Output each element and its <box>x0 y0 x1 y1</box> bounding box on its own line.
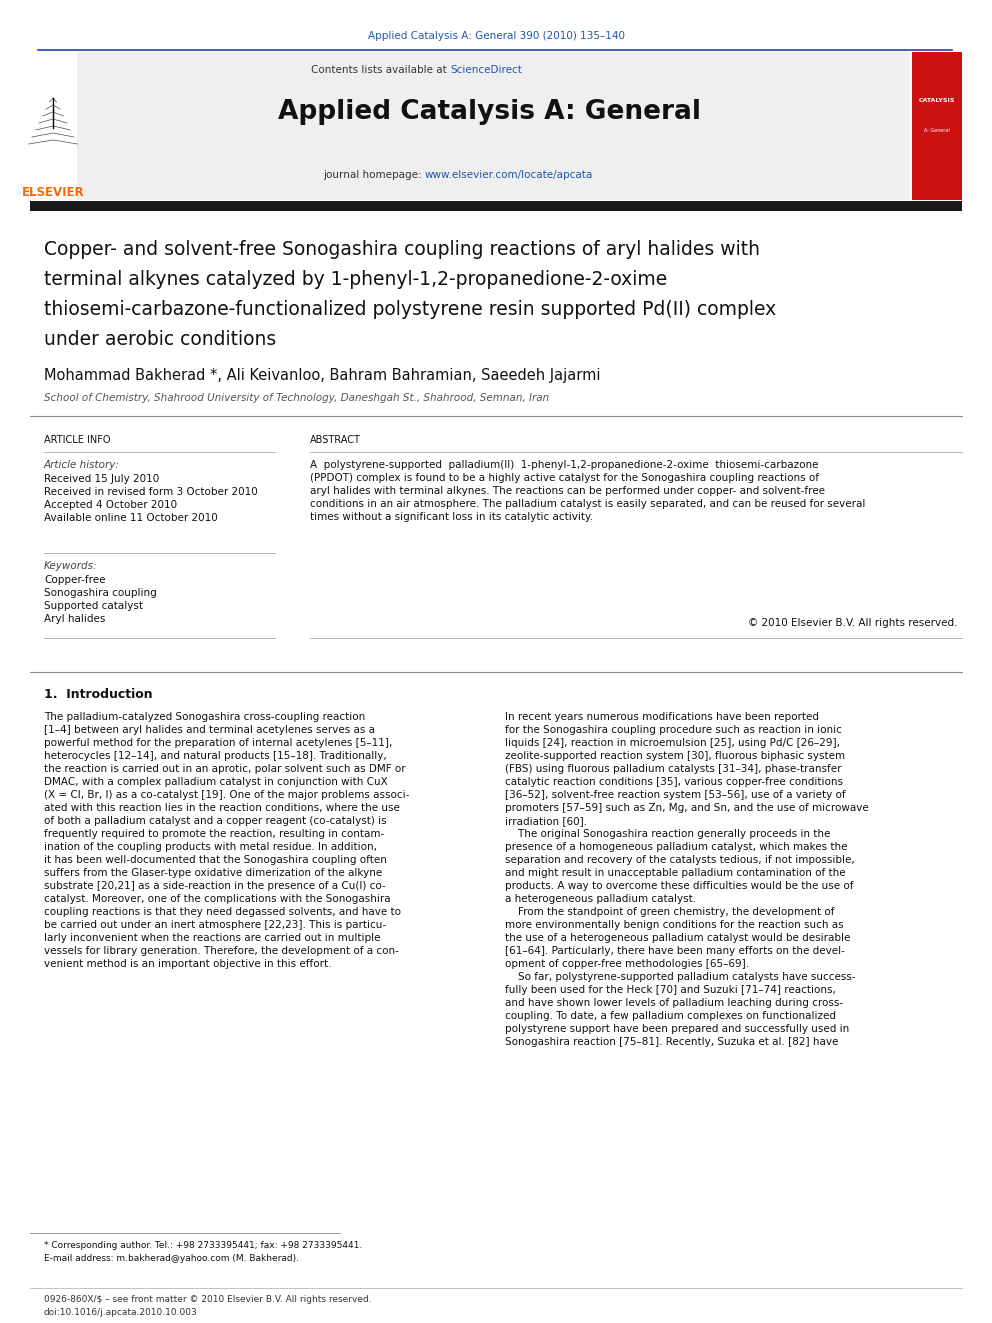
Text: irradiation [60].: irradiation [60]. <box>505 816 587 826</box>
Text: Contents lists available at: Contents lists available at <box>311 65 450 75</box>
Text: conditions in an air atmosphere. The palladium catalyst is easily separated, and: conditions in an air atmosphere. The pal… <box>310 499 865 509</box>
Text: fully been used for the Heck [70] and Suzuki [71–74] reactions,: fully been used for the Heck [70] and Su… <box>505 986 836 995</box>
Text: be carried out under an inert atmosphere [22,23]. This is particu-: be carried out under an inert atmosphere… <box>44 919 386 930</box>
Text: Supported catalyst: Supported catalyst <box>44 601 143 611</box>
Text: ScienceDirect: ScienceDirect <box>450 65 522 75</box>
Text: times without a significant loss in its catalytic activity.: times without a significant loss in its … <box>310 512 593 523</box>
Text: Received in revised form 3 October 2010: Received in revised form 3 October 2010 <box>44 487 258 497</box>
Text: more environmentally benign conditions for the reaction such as: more environmentally benign conditions f… <box>505 919 843 930</box>
Text: ABSTRACT: ABSTRACT <box>310 435 361 445</box>
Text: [36–52], solvent-free reaction system [53–56], use of a variety of: [36–52], solvent-free reaction system [5… <box>505 790 845 800</box>
Text: DMAC, with a complex palladium catalyst in conjunction with CuX: DMAC, with a complex palladium catalyst … <box>44 777 388 787</box>
Bar <box>30 52 77 200</box>
Text: for the Sonogashira coupling procedure such as reaction in ionic: for the Sonogashira coupling procedure s… <box>505 725 842 736</box>
Text: In recent years numerous modifications have been reported: In recent years numerous modifications h… <box>505 712 819 722</box>
Text: Aryl halides: Aryl halides <box>44 614 105 624</box>
Text: ination of the coupling products with metal residue. In addition,: ination of the coupling products with me… <box>44 841 377 852</box>
Text: Applied Catalysis A: General: Applied Catalysis A: General <box>279 99 701 124</box>
Text: From the standpoint of green chemistry, the development of: From the standpoint of green chemistry, … <box>505 908 834 917</box>
Text: suffers from the Glaser-type oxidative dimerization of the alkyne: suffers from the Glaser-type oxidative d… <box>44 868 382 878</box>
Text: the reaction is carried out in an aprotic, polar solvent such as DMF or: the reaction is carried out in an aproti… <box>44 763 406 774</box>
Text: coupling. To date, a few palladium complexes on functionalized: coupling. To date, a few palladium compl… <box>505 1011 836 1021</box>
Text: Keywords:: Keywords: <box>44 561 97 572</box>
Text: ELSEVIER: ELSEVIER <box>22 187 84 200</box>
Text: Copper- and solvent-free Sonogashira coupling reactions of aryl halides with: Copper- and solvent-free Sonogashira cou… <box>44 239 760 259</box>
Text: vessels for library generation. Therefore, the development of a con-: vessels for library generation. Therefor… <box>44 946 399 957</box>
Text: [1–4] between aryl halides and terminal acetylenes serves as a: [1–4] between aryl halides and terminal … <box>44 725 375 736</box>
Text: School of Chemistry, Shahrood University of Technology, Daneshgah St., Shahrood,: School of Chemistry, Shahrood University… <box>44 393 550 404</box>
Text: 0926-860X/$ – see front matter © 2010 Elsevier B.V. All rights reserved.: 0926-860X/$ – see front matter © 2010 El… <box>44 1295 372 1304</box>
Text: frequently required to promote the reaction, resulting in contam-: frequently required to promote the react… <box>44 830 384 839</box>
Text: powerful method for the preparation of internal acetylenes [5–11],: powerful method for the preparation of i… <box>44 738 393 747</box>
Text: Mohammad Bakherad *, Ali Keivanloo, Bahram Bahramian, Saeedeh Jajarmi: Mohammad Bakherad *, Ali Keivanloo, Bahr… <box>44 368 600 382</box>
Text: Received 15 July 2010: Received 15 July 2010 <box>44 474 160 484</box>
Text: of both a palladium catalyst and a copper reagent (co-catalyst) is: of both a palladium catalyst and a coppe… <box>44 816 387 826</box>
Text: Sonogashira coupling: Sonogashira coupling <box>44 587 157 598</box>
Text: ARTICLE INFO: ARTICLE INFO <box>44 435 110 445</box>
Text: Sonogashira reaction [75–81]. Recently, Suzuka et al. [82] have: Sonogashira reaction [75–81]. Recently, … <box>505 1037 838 1046</box>
Text: coupling reactions is that they need degassed solvents, and have to: coupling reactions is that they need deg… <box>44 908 401 917</box>
Text: © 2010 Elsevier B.V. All rights reserved.: © 2010 Elsevier B.V. All rights reserved… <box>748 618 957 628</box>
Text: (X = Cl, Br, I) as a co-catalyst [19]. One of the major problems associ-: (X = Cl, Br, I) as a co-catalyst [19]. O… <box>44 790 410 800</box>
Text: opment of copper-free methodologies [65–69].: opment of copper-free methodologies [65–… <box>505 959 749 968</box>
Text: catalytic reaction conditions [35], various copper-free conditions: catalytic reaction conditions [35], vari… <box>505 777 843 787</box>
Text: A: General: A: General <box>925 127 950 132</box>
Text: 1.  Introduction: 1. Introduction <box>44 688 153 701</box>
Text: CATALYSIS: CATALYSIS <box>919 98 955 102</box>
Text: products. A way to overcome these difficulties would be the use of: products. A way to overcome these diffic… <box>505 881 853 890</box>
Text: separation and recovery of the catalysts tedious, if not impossible,: separation and recovery of the catalysts… <box>505 855 855 865</box>
Bar <box>912 52 962 200</box>
Text: under aerobic conditions: under aerobic conditions <box>44 329 276 349</box>
Text: (PPDOT) complex is found to be a highly active catalyst for the Sonogashira coup: (PPDOT) complex is found to be a highly … <box>310 474 819 483</box>
Text: E-mail address: m.bakherad@yahoo.com (M. Bakherad).: E-mail address: m.bakherad@yahoo.com (M.… <box>44 1254 299 1263</box>
Bar <box>75 52 910 200</box>
Text: Copper-free: Copper-free <box>44 576 105 585</box>
Text: www.elsevier.com/locate/apcata: www.elsevier.com/locate/apcata <box>425 169 593 180</box>
Text: Applied Catalysis A: General 390 (2010) 135–140: Applied Catalysis A: General 390 (2010) … <box>367 30 625 41</box>
Text: thiosemi-carbazone-functionalized polystyrene resin supported Pd(II) complex: thiosemi-carbazone-functionalized polyst… <box>44 300 777 319</box>
Text: Article history:: Article history: <box>44 460 120 470</box>
Text: liquids [24], reaction in microemulsion [25], using Pd/C [26–29],: liquids [24], reaction in microemulsion … <box>505 738 840 747</box>
Text: venient method is an important objective in this effort.: venient method is an important objective… <box>44 959 331 968</box>
Text: [61–64]. Particularly, there have been many efforts on the devel-: [61–64]. Particularly, there have been m… <box>505 946 845 957</box>
Text: The original Sonogashira reaction generally proceeds in the: The original Sonogashira reaction genera… <box>505 830 830 839</box>
Text: aryl halides with terminal alkynes. The reactions can be performed under copper-: aryl halides with terminal alkynes. The … <box>310 486 825 496</box>
Text: ated with this reaction lies in the reaction conditions, where the use: ated with this reaction lies in the reac… <box>44 803 400 814</box>
Text: larly inconvenient when the reactions are carried out in multiple: larly inconvenient when the reactions ar… <box>44 933 381 943</box>
Text: The palladium-catalyzed Sonogashira cross-coupling reaction: The palladium-catalyzed Sonogashira cros… <box>44 712 365 722</box>
Text: zeolite-supported reaction system [30], fluorous biphasic system: zeolite-supported reaction system [30], … <box>505 751 845 761</box>
Text: it has been well-documented that the Sonogashira coupling often: it has been well-documented that the Son… <box>44 855 387 865</box>
Text: catalyst. Moreover, one of the complications with the Sonogashira: catalyst. Moreover, one of the complicat… <box>44 894 391 904</box>
Text: presence of a homogeneous palladium catalyst, which makes the: presence of a homogeneous palladium cata… <box>505 841 847 852</box>
Text: Available online 11 October 2010: Available online 11 October 2010 <box>44 513 218 523</box>
Text: terminal alkynes catalyzed by 1-phenyl-1,2-propanedione-2-oxime: terminal alkynes catalyzed by 1-phenyl-1… <box>44 270 668 288</box>
Text: So far, polystyrene-supported palladium catalysts have success-: So far, polystyrene-supported palladium … <box>505 972 856 982</box>
Text: the use of a heterogeneous palladium catalyst would be desirable: the use of a heterogeneous palladium cat… <box>505 933 850 943</box>
Text: * Corresponding author. Tel.: +98 2733395441; fax: +98 2733395441.: * Corresponding author. Tel.: +98 273339… <box>44 1241 362 1250</box>
Text: substrate [20,21] as a side-reaction in the presence of a Cu(I) co-: substrate [20,21] as a side-reaction in … <box>44 881 386 890</box>
Text: (FBS) using fluorous palladium catalysts [31–34], phase-transfer: (FBS) using fluorous palladium catalysts… <box>505 763 841 774</box>
Text: A  polystyrene-supported  palladium(II)  1-phenyl-1,2-propanedione-2-oxime  thio: A polystyrene-supported palladium(II) 1-… <box>310 460 818 470</box>
Text: heterocycles [12–14], and natural products [15–18]. Traditionally,: heterocycles [12–14], and natural produc… <box>44 751 387 761</box>
Bar <box>30 201 962 210</box>
Text: doi:10.1016/j.apcata.2010.10.003: doi:10.1016/j.apcata.2010.10.003 <box>44 1308 197 1316</box>
Text: promoters [57–59] such as Zn, Mg, and Sn, and the use of microwave: promoters [57–59] such as Zn, Mg, and Sn… <box>505 803 869 814</box>
Text: and have shown lower levels of palladium leaching during cross-: and have shown lower levels of palladium… <box>505 998 843 1008</box>
Text: journal homepage:: journal homepage: <box>323 169 425 180</box>
Text: Accepted 4 October 2010: Accepted 4 October 2010 <box>44 500 178 509</box>
Text: and might result in unacceptable palladium contamination of the: and might result in unacceptable palladi… <box>505 868 845 878</box>
Text: a heterogeneous palladium catalyst.: a heterogeneous palladium catalyst. <box>505 894 696 904</box>
Text: polystyrene support have been prepared and successfully used in: polystyrene support have been prepared a… <box>505 1024 849 1035</box>
